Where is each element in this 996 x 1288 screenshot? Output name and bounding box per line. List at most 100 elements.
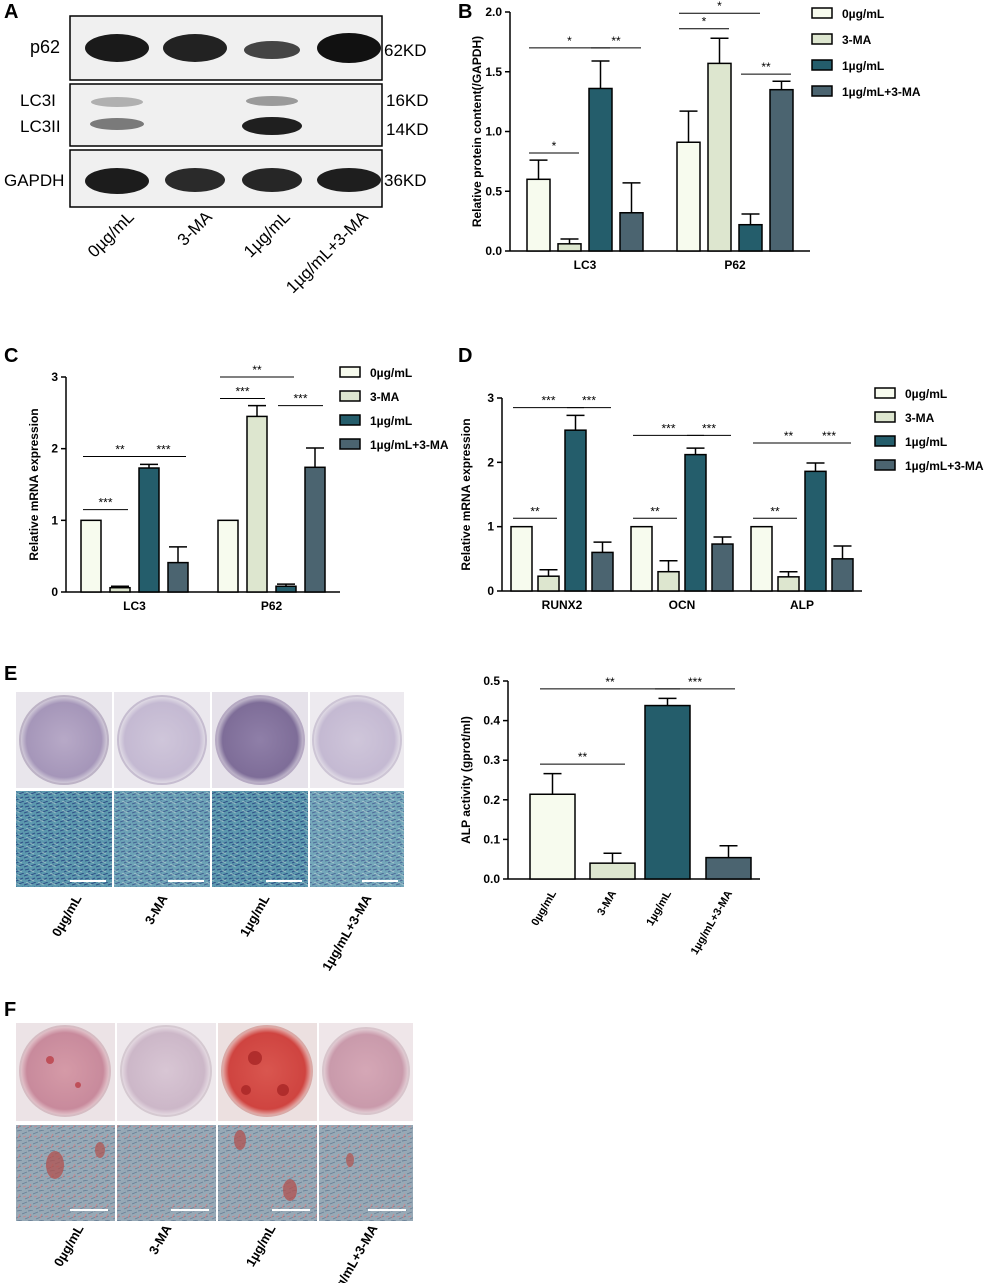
ars-cell-nodule-1	[46, 1151, 64, 1179]
alp-lane-label-3: 1µg/mL	[237, 892, 273, 939]
chart-d-bar-alp-s2	[804, 470, 827, 592]
ars-lane-label-2: 3-MA	[146, 1221, 175, 1257]
chart-b-sig-3-text: *	[702, 15, 707, 29]
panel-label-f: F	[4, 999, 16, 1021]
chart-e-category-1: 3-MA	[595, 888, 619, 917]
ars-dish-2	[120, 1025, 212, 1117]
chart-b-legend-swatch-2	[811, 59, 833, 71]
ars-lane-label-4: 1µg/mL+3-MA	[325, 1221, 381, 1283]
chart-c-bar-lc3-s2	[138, 467, 160, 593]
chart-e-alp-activity: 0.0 0.1 0.2 0.3 0.4 0.5 ALP activity (gprot/ml…	[459, 674, 760, 957]
chart-c-bar-p62-s3	[304, 466, 326, 593]
alp-micrograph-row	[16, 791, 404, 887]
alp-lane-label-4: 1µg/mL+3-MA	[319, 891, 375, 973]
ars-nodule-3	[248, 1051, 262, 1065]
chart-e-ylabel: ALP activity (gprot/ml)	[459, 716, 473, 844]
alp-dish-1	[19, 695, 109, 785]
chart-c-bar-lc3-s0	[80, 519, 102, 593]
chart-b-legend-label-1: 3-MA	[842, 33, 872, 47]
ars-micrograph-1	[16, 1125, 115, 1221]
ars-nodule-1	[46, 1056, 54, 1064]
chart-b-category-p62: P62	[724, 258, 746, 272]
chart-b-ytick-label-2: 1.0	[485, 125, 502, 139]
band-lc3i-lane1	[91, 97, 143, 107]
chart-b-bar-lc3-s0	[526, 178, 551, 252]
chart-d-sig-4-text: ***	[661, 421, 675, 435]
chart-d-legend-swatch-2	[874, 435, 896, 447]
chart-b-protein: 0.0 0.5 1.0 1.5 2.0 Relative protein content(…	[470, 0, 921, 272]
panel-label-d: D	[458, 345, 472, 367]
blot-label-lc3i: LC3I	[20, 91, 56, 110]
band-gapdh-lane3	[242, 168, 302, 192]
chart-c-legend-label-0: 0µg/mL	[370, 366, 412, 380]
chart-c-sig-0-text: ***	[98, 496, 112, 510]
chart-b-sig-1-text: *	[567, 34, 572, 48]
lane-label-3: 1µg/mL	[240, 207, 294, 261]
chart-b-ylabel: Relative protein content(/GAPDH)	[470, 36, 484, 227]
chart-b-sig-5-text: **	[761, 60, 771, 74]
band-lc3ii-lane1	[90, 118, 144, 130]
ars-nodule-5	[241, 1085, 251, 1095]
ars-micrograph-4	[319, 1125, 413, 1221]
chart-c-ytick-label-2: 2	[51, 442, 58, 456]
chart-e-category-3: 1µg/mL+3-MA	[689, 888, 735, 956]
lane-label-1: 0µg/mL	[84, 207, 138, 261]
chart-d-bar-ocn-s0	[630, 525, 653, 592]
chart-b-legend-label-0: 0µg/mL	[842, 7, 884, 21]
alp-lane-label-2: 3-MA	[142, 891, 171, 927]
blot-lc3-frame	[69, 83, 383, 147]
chart-d-legend-label-0: 0µg/mL	[905, 387, 947, 401]
blot-label-lc3ii: LC3II	[20, 117, 61, 136]
chart-c-legend-label-1: 3-MA	[370, 390, 400, 404]
blot-size-14kd: 14KD	[386, 120, 429, 139]
alp-micrograph-3	[212, 791, 308, 887]
blot-label-p62: p62	[30, 37, 60, 57]
ars-lane-label-1: 0µg/mL	[51, 1222, 87, 1269]
band-p62-lane3	[244, 41, 300, 59]
chart-c-legend-swatch-0	[339, 366, 361, 378]
blot-label-gapdh: GAPDH	[4, 171, 64, 190]
chart-b-bar-p62-s0	[676, 141, 701, 252]
alp-micrograph-4	[310, 791, 404, 887]
chart-d-legend-label-3: 1µg/mL+3-MA	[905, 459, 984, 473]
band-gapdh-lane4	[317, 168, 381, 192]
alp-plate-row	[16, 692, 404, 788]
band-gapdh-lane1	[85, 168, 149, 194]
blot-size-62kd: 62KD	[384, 41, 427, 60]
chart-d-bar-runx2-s0	[510, 525, 533, 592]
chart-d-sig-0-text: **	[530, 504, 540, 518]
chart-d-legend-swatch-0	[874, 387, 896, 399]
chart-c-legend-swatch-3	[339, 438, 361, 450]
chart-e-bar-2	[644, 704, 691, 880]
chart-b-legend-swatch-1	[811, 33, 833, 45]
chart-b-bar-p62-s3	[769, 88, 794, 252]
alp-staining: 0µg/mL 3-MA 1µg/mL 1µg/mL+3-MA	[16, 692, 404, 973]
chart-e-ytick-label-4: 0.4	[483, 714, 500, 728]
chart-e-bar-0	[529, 793, 576, 880]
chart-e-ytick-label-1: 0.1	[483, 832, 500, 846]
band-lc3ii-lane3	[242, 117, 302, 135]
chart-c-bar-p62-s0	[217, 519, 239, 593]
alp-dish-3	[215, 695, 305, 785]
blot-size-16kd: 16KD	[386, 91, 429, 110]
chart-c-ytick-label-0: 0	[51, 585, 58, 599]
chart-d-bar-ocn-s1	[657, 570, 680, 592]
chart-d-sig-1-text: ***	[541, 394, 555, 408]
panel-label-c: C	[4, 345, 18, 367]
chart-b-legend-swatch-3	[811, 85, 833, 97]
chart-d-bar-runx2-s3	[591, 551, 614, 592]
ars-nodule-2	[75, 1082, 81, 1088]
chart-b-category-lc3: LC3	[574, 258, 597, 272]
chart-d-bar-alp-s3	[831, 558, 854, 592]
chart-b-ytick-label-3: 1.5	[485, 65, 502, 79]
panel-label-a: A	[4, 1, 18, 23]
lane-label-4: 1µg/mL+3-MA	[282, 207, 372, 297]
chart-d-legend-swatch-1	[874, 411, 896, 423]
chart-d-legend-label-2: 1µg/mL	[905, 435, 947, 449]
ars-staining: 0µg/mL 3-MA 1µg/mL 1µg/mL+3-MA	[16, 1023, 413, 1288]
chart-e-bar-1	[589, 862, 636, 880]
chart-e-sig-2-text: ***	[688, 675, 702, 689]
ars-lane-label-3: 1µg/mL	[243, 1222, 279, 1269]
